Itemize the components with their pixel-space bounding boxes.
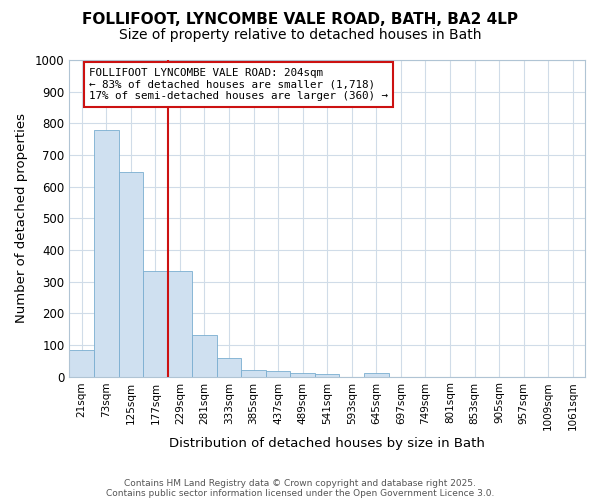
Bar — [266, 371, 290, 376]
Text: FOLLIFOOT, LYNCOMBE VALE ROAD, BATH, BA2 4LP: FOLLIFOOT, LYNCOMBE VALE ROAD, BATH, BA2… — [82, 12, 518, 28]
Text: Contains HM Land Registry data © Crown copyright and database right 2025.: Contains HM Land Registry data © Crown c… — [124, 478, 476, 488]
Text: Size of property relative to detached houses in Bath: Size of property relative to detached ho… — [119, 28, 481, 42]
Bar — [143, 270, 167, 376]
Text: FOLLIFOOT LYNCOMBE VALE ROAD: 204sqm
← 83% of detached houses are smaller (1,718: FOLLIFOOT LYNCOMBE VALE ROAD: 204sqm ← 8… — [89, 68, 388, 101]
Bar — [241, 370, 266, 376]
Bar — [290, 374, 315, 376]
Bar — [167, 270, 192, 376]
X-axis label: Distribution of detached houses by size in Bath: Distribution of detached houses by size … — [169, 437, 485, 450]
Bar — [192, 336, 217, 376]
Y-axis label: Number of detached properties: Number of detached properties — [15, 114, 28, 324]
Bar — [70, 350, 94, 376]
Bar — [315, 374, 340, 376]
Bar — [364, 374, 389, 376]
Bar — [217, 358, 241, 376]
Text: Contains public sector information licensed under the Open Government Licence 3.: Contains public sector information licen… — [106, 488, 494, 498]
Bar — [94, 130, 119, 376]
Bar — [119, 172, 143, 376]
